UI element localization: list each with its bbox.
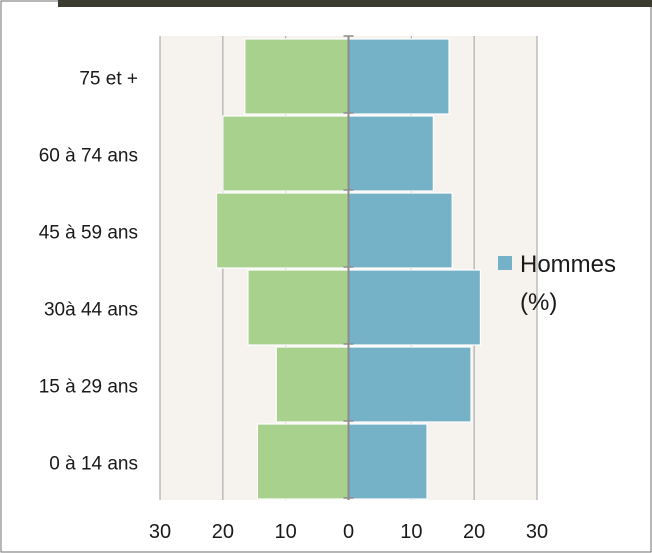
x-tick-label-5: 20 bbox=[463, 521, 485, 543]
x-tick-label-0: 30 bbox=[149, 521, 171, 543]
right-bar-1 bbox=[347, 346, 472, 423]
category-label-0: 0 à 14 ans bbox=[49, 454, 138, 475]
legend-label-line-1: Hommes bbox=[520, 251, 616, 278]
right-bar-0 bbox=[347, 423, 428, 500]
left-bar-1 bbox=[275, 346, 350, 423]
category-labels: 0 à 14 ans 15 à 29 ans 30à 44 ans 45 à 59 a… bbox=[39, 69, 138, 475]
left-bar-0 bbox=[256, 423, 350, 500]
legend-label-line-2: (%) bbox=[520, 289, 557, 316]
legend: Hommes (%) bbox=[498, 251, 616, 316]
x-tick-label-6: 30 bbox=[526, 521, 548, 543]
category-label-1: 15 à 29 ans bbox=[39, 377, 138, 398]
category-label-3: 45 à 59 ans bbox=[39, 223, 138, 244]
category-label-4: 60 à 74 ans bbox=[39, 146, 138, 167]
category-label-5: 75 et + bbox=[79, 69, 138, 90]
left-bar-3 bbox=[215, 192, 350, 269]
right-bar-4 bbox=[347, 115, 434, 192]
x-tick-label-1: 20 bbox=[212, 521, 234, 543]
right-bar-2 bbox=[347, 269, 482, 346]
legend-swatch bbox=[498, 256, 512, 270]
left-bar-4 bbox=[222, 115, 350, 192]
right-bar-5 bbox=[347, 38, 450, 115]
top-title-band bbox=[58, 0, 652, 7]
x-tick-label-3: 0 bbox=[343, 521, 354, 543]
x-tick-labels: 30 20 10 0 10 20 30 bbox=[149, 521, 548, 543]
x-tick-label-4: 10 bbox=[400, 521, 422, 543]
left-bar-2 bbox=[247, 269, 350, 346]
x-tick-label-2: 10 bbox=[275, 521, 297, 543]
axes bbox=[343, 35, 354, 500]
right-bar-3 bbox=[347, 192, 453, 269]
left-bar-5 bbox=[244, 38, 350, 115]
bars bbox=[215, 38, 482, 500]
category-label-2: 30à 44 ans bbox=[44, 300, 138, 321]
